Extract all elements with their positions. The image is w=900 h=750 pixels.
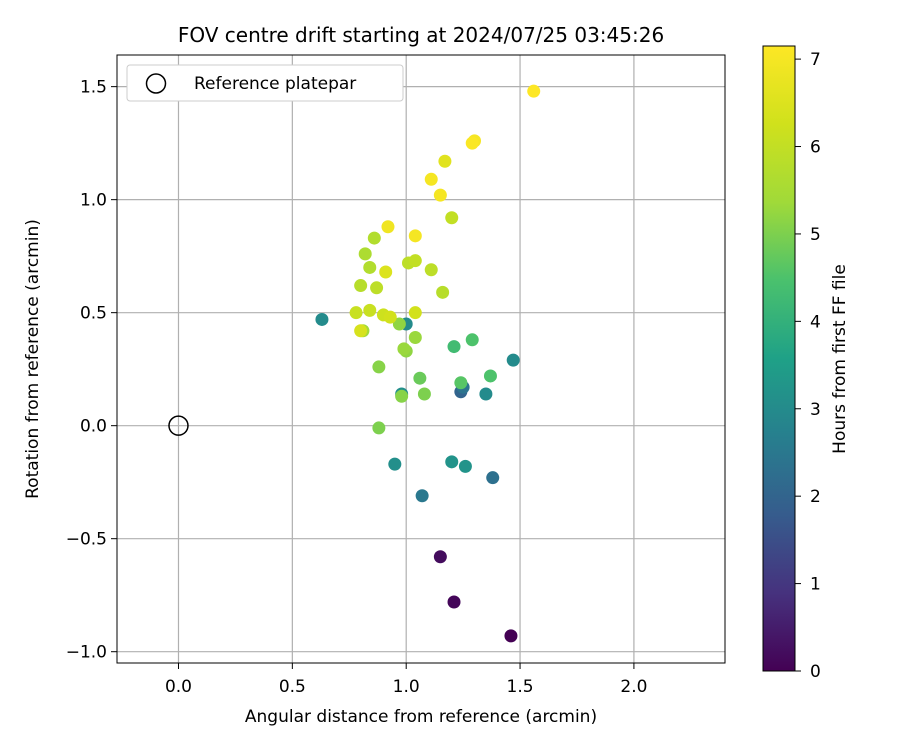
data-point <box>433 550 447 564</box>
x-tick-label: 0.0 <box>165 677 192 697</box>
data-point <box>354 324 368 338</box>
legend-label: Reference platepar <box>194 74 356 94</box>
colorbar-ticks: 0 1 2 3 4 5 6 7 <box>795 50 821 682</box>
data-point <box>367 231 381 245</box>
data-point <box>465 333 479 347</box>
data-points <box>315 84 541 643</box>
data-point <box>408 254 422 268</box>
data-point <box>413 371 427 385</box>
colorbar-tick-label: 6 <box>810 138 821 158</box>
data-point <box>479 387 493 401</box>
data-point <box>381 220 395 234</box>
y-tick-label: −0.5 <box>66 530 107 550</box>
colorbar: 0 1 2 3 4 5 6 7 Hours from first FF file <box>762 45 850 682</box>
colorbar-tick-label: 0 <box>810 662 821 682</box>
data-point <box>445 455 459 469</box>
colorbar-tick-label: 2 <box>810 487 821 507</box>
y-tick-label: −1.0 <box>66 643 107 663</box>
reference-platepar-marker <box>168 415 189 436</box>
data-point <box>436 285 450 299</box>
data-point <box>372 360 386 374</box>
data-point <box>363 303 377 317</box>
colorbar-label: Hours from first FF file <box>830 264 850 454</box>
data-point <box>383 310 397 324</box>
data-point <box>438 154 452 168</box>
colorbar-tick-label: 5 <box>810 225 821 245</box>
data-point <box>417 387 431 401</box>
data-point <box>408 331 422 345</box>
plot-frame <box>116 54 726 664</box>
x-axis-ticks: 0.0 0.5 1.0 1.5 2.0 <box>165 663 647 697</box>
legend-box <box>126 64 404 102</box>
colorbar-tick-label: 4 <box>810 312 821 332</box>
data-point <box>358 247 372 261</box>
data-point <box>447 340 461 354</box>
data-point <box>354 279 368 293</box>
y-tick-label: 0.0 <box>80 417 107 437</box>
legend-marker-icon <box>145 73 167 94</box>
data-point <box>372 421 386 435</box>
data-point <box>349 306 363 320</box>
x-axis-label: Angular distance from reference (arcmin) <box>245 707 597 727</box>
colorbar-gradient <box>762 45 796 672</box>
legend: Reference platepar <box>126 64 404 102</box>
data-point <box>506 353 520 367</box>
x-tick-label: 0.5 <box>279 677 306 697</box>
data-point <box>408 306 422 320</box>
data-point <box>447 595 461 609</box>
data-point <box>486 471 500 485</box>
colorbar-tick-label: 1 <box>810 575 821 595</box>
data-point <box>483 369 497 383</box>
data-point <box>454 376 468 390</box>
grid-lines <box>117 55 725 663</box>
data-point <box>433 188 447 202</box>
colorbar-tick-label: 3 <box>810 400 821 420</box>
data-point <box>363 260 377 274</box>
data-point <box>445 211 459 225</box>
data-point <box>370 281 384 295</box>
y-tick-label: 1.0 <box>80 191 107 211</box>
data-point <box>395 389 409 403</box>
data-point <box>415 489 429 503</box>
data-point <box>504 629 518 643</box>
data-point <box>424 263 438 277</box>
data-point <box>392 317 406 331</box>
y-axis-ticks: 1.5 1.0 0.5 0.0 −0.5 −1.0 <box>66 78 117 663</box>
x-tick-label: 2.0 <box>620 677 647 697</box>
data-point <box>458 459 472 473</box>
data-point <box>465 136 479 150</box>
data-point <box>397 342 411 356</box>
data-point <box>408 229 422 243</box>
y-axis-label: Rotation from reference (arcmin) <box>23 219 43 499</box>
y-tick-label: 1.5 <box>80 78 107 98</box>
reference-marker-group <box>168 415 189 436</box>
data-point <box>527 84 541 98</box>
y-tick-label: 0.5 <box>80 304 107 324</box>
x-tick-label: 1.5 <box>507 677 534 697</box>
colorbar-tick-label: 7 <box>810 50 821 70</box>
data-point <box>315 312 329 326</box>
data-point <box>388 457 402 471</box>
chart-title: FOV centre drift starting at 2024/07/25 … <box>178 23 664 47</box>
data-point <box>424 172 438 186</box>
x-tick-label: 1.0 <box>393 677 420 697</box>
data-point <box>379 265 393 279</box>
